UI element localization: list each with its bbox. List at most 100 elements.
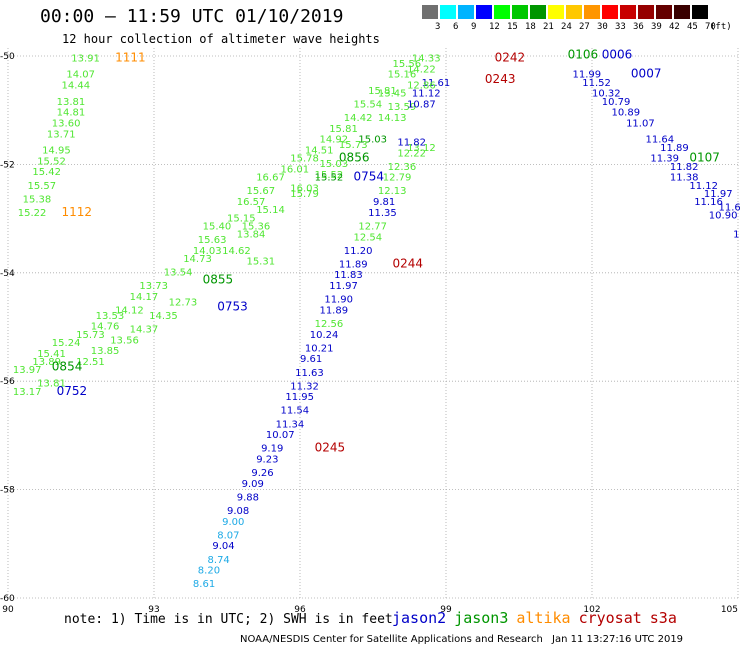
wave-height-label: 9.08 <box>227 506 249 517</box>
wave-height-label: 10.24 <box>310 330 339 341</box>
wave-height-label: 12.56 <box>315 319 344 330</box>
lat-tick-label: -50 <box>0 52 15 62</box>
wave-height-label: 11.12 <box>412 89 441 100</box>
wave-height-label: 12.51 <box>76 357 105 368</box>
wave-height-label: 14.81 <box>57 108 86 119</box>
wave-height-label: 13.17 <box>13 387 42 398</box>
wave-height-label: 9.09 <box>242 479 264 490</box>
wave-height-label: 14.42 <box>344 113 373 124</box>
pass-time-label: 1111 <box>115 50 146 64</box>
color-scale-label: 3 <box>435 22 441 32</box>
wave-height-label: 15.42 <box>32 167 61 178</box>
wave-height-label: 14.62 <box>222 246 251 257</box>
wave-height-label: 15.81 <box>329 124 358 135</box>
lon-tick-label: 99 <box>440 605 452 615</box>
wave-height-label: 11.32 <box>290 381 319 392</box>
wave-height-label: 14.76 <box>91 322 120 333</box>
wave-height-label: 16.67 <box>256 173 285 184</box>
color-scale-swatch <box>458 5 474 19</box>
wave-height-label: 8.20 <box>198 566 220 577</box>
color-scale-label: 33 <box>615 22 626 32</box>
lat-tick-label: -56 <box>0 377 15 387</box>
wave-height-label: 11.35 <box>368 208 397 219</box>
wave-height-label: 15.31 <box>246 257 275 268</box>
wave-height-label: 15.52 <box>315 173 344 184</box>
wave-height-label: 15.81 <box>368 86 397 97</box>
wave-height-label: 12.86 <box>407 81 436 92</box>
wave-height-label: 15.57 <box>27 181 56 192</box>
pass-time-label: 0243 <box>485 72 516 86</box>
pass-time-label: 0244 <box>392 256 423 270</box>
color-scale-swatch <box>476 5 492 19</box>
wave-height-label: 15.14 <box>256 205 285 216</box>
color-scale-unit: (ft) <box>710 22 732 32</box>
wave-height-label: 13.73 <box>139 281 168 292</box>
wave-height-label: 10.79 <box>602 97 631 108</box>
wave-height-label: 13.53 <box>96 311 125 322</box>
generation-timestamp: Jan 11 13:27:16 UTC 2019 <box>552 634 684 645</box>
color-scale-swatch <box>656 5 672 19</box>
wave-height-label: 10.07 <box>266 430 295 441</box>
wave-height-label: 10.89 <box>611 108 640 119</box>
wave-height-label: 15.36 <box>242 221 271 232</box>
wave-height-label: 11.34 <box>276 419 305 430</box>
wave-height-label: 11.90 <box>324 295 353 306</box>
wave-height-label: 11.99 <box>573 70 602 81</box>
pass-time-label: 0854 <box>52 359 83 373</box>
color-scale-swatch <box>638 5 654 19</box>
color-scale-swatch <box>512 5 528 19</box>
color-scale-swatch <box>584 5 600 19</box>
color-scale-label: 70 <box>705 22 716 32</box>
wave-height-label: 12.77 <box>358 221 387 232</box>
wave-height-label: 15.52 <box>315 170 344 181</box>
wave-height-label: 9.00 <box>222 517 244 528</box>
pass-time-label: 0753 <box>217 300 248 314</box>
wave-height-label: 10.32 <box>592 89 621 100</box>
wave-height-label: 11.95 <box>285 392 314 403</box>
legend-item-s3a: s3a <box>649 609 677 627</box>
pass-time-label: 0106 <box>568 48 599 62</box>
wave-height-label: 13.81 <box>57 97 86 108</box>
legend-item-jason3: jason3 <box>454 609 509 627</box>
wave-height-label: 8.61 <box>193 579 215 590</box>
wave-height-label: 15.16 <box>388 70 417 81</box>
color-scale-swatch <box>440 5 456 19</box>
wave-height-label: 15.54 <box>354 99 383 110</box>
color-scale-label: 39 <box>651 22 662 32</box>
wave-height-label: 12.73 <box>169 297 198 308</box>
wave-height-label: 13.12 <box>407 143 436 154</box>
color-scale-swatch <box>692 5 708 19</box>
wave-height-label: 12.22 <box>397 148 426 159</box>
color-scale-label: 21 <box>543 22 554 32</box>
wave-height-label: 11.97 <box>704 189 733 200</box>
color-scale-swatch <box>566 5 582 19</box>
wave-height-label: 9.19 <box>261 444 283 455</box>
wave-height-label: 11.61 <box>422 78 451 89</box>
pass-time-label: 1112 <box>62 205 93 219</box>
color-scale-label: 15 <box>507 22 518 32</box>
wave-height-label: 13.81 <box>37 379 66 390</box>
wave-height-label: 8.74 <box>208 555 230 566</box>
wave-height-label: 11.89 <box>319 305 348 316</box>
color-scale-swatch <box>602 5 618 19</box>
color-scale-label: 12 <box>489 22 500 32</box>
wave-height-label: 12.54 <box>354 232 383 243</box>
wave-height-label: 11.97 <box>329 281 358 292</box>
wave-height-label: 13.45 <box>378 89 407 100</box>
wave-height-label: 15.15 <box>227 213 256 224</box>
wave-height-label: 14.12 <box>115 305 144 316</box>
wave-height-label: 15.73 <box>339 140 368 151</box>
wave-height-label: 14.51 <box>305 146 334 157</box>
pass-time-label: 0245 <box>315 441 346 455</box>
wave-height-label: 16.01 <box>281 165 310 176</box>
wave-height-label: 15.56 <box>392 59 421 70</box>
color-scale-label: 9 <box>471 22 477 32</box>
wave-height-label: 15.52 <box>37 156 66 167</box>
wave-height-label: 15.41 <box>37 349 66 360</box>
lon-tick-label: 93 <box>148 605 159 615</box>
wave-height-label: 14.44 <box>62 81 91 92</box>
wave-height-label: 13.91 <box>71 53 100 64</box>
legend-item-altika: altika <box>516 609 571 627</box>
color-scale-swatch <box>548 5 564 19</box>
